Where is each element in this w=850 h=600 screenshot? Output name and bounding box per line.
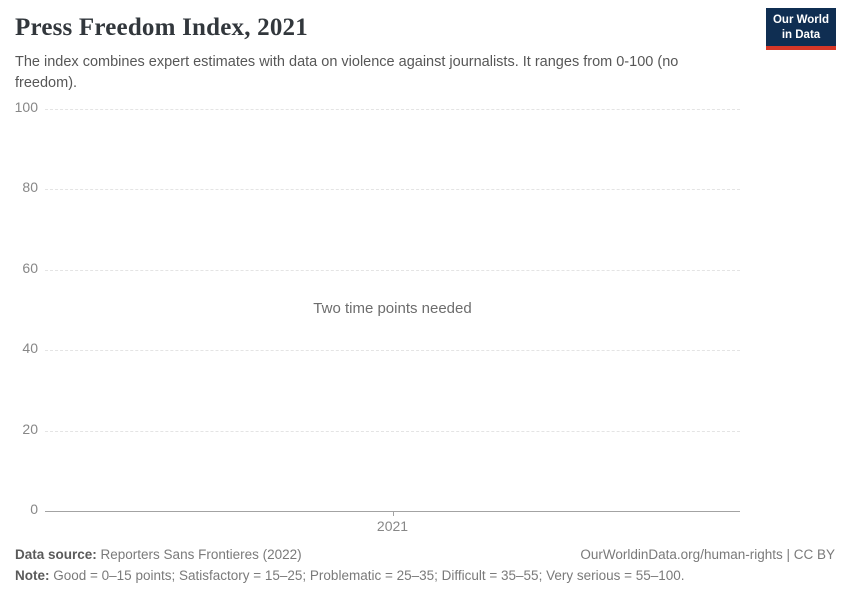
- owid-logo[interactable]: Our World in Data: [766, 8, 836, 51]
- y-tick-label: 40: [22, 340, 38, 357]
- y-tick-label: 20: [22, 420, 38, 437]
- y-gridline: [45, 269, 740, 271]
- empty-state-message: Two time points needed: [313, 300, 472, 317]
- footer-note-label: Note:: [15, 568, 50, 583]
- y-tick-label: 60: [22, 259, 38, 276]
- y-gridline: [45, 189, 740, 191]
- y-tick-label: 80: [22, 179, 38, 196]
- footer-datasource-label: Data source:: [15, 547, 97, 562]
- footer-datasource-text: Reporters Sans Frontieres (2022): [96, 547, 302, 562]
- y-gridline: [45, 109, 740, 110]
- x-tick-label: 2021: [376, 518, 409, 534]
- x-tick-mark: [392, 511, 394, 516]
- footer-datasource: Data source: Reporters Sans Frontieres (…: [15, 547, 302, 562]
- y-tick-label: 0: [30, 501, 38, 517]
- chart-subtitle: The index combines expert estimates with…: [15, 54, 679, 91]
- footer-note: Note: Good = 0–15 points; Satisfactory =…: [15, 568, 835, 583]
- page-title: Press Freedom Index, 2021: [15, 14, 308, 41]
- footer-owid-link[interactable]: OurWorldinData.org/human-rights | CC BY: [580, 547, 835, 562]
- y-gridline: [45, 350, 740, 352]
- y-tick-label: 100: [14, 99, 38, 115]
- owid-logo-line2: in Data: [781, 28, 821, 41]
- x-axis-line: [45, 511, 740, 512]
- footer-note-text: Good = 0–15 points; Satisfactory = 15–25…: [49, 568, 685, 583]
- owid-logo-line1: Our World: [772, 14, 829, 26]
- y-gridline: [45, 430, 740, 432]
